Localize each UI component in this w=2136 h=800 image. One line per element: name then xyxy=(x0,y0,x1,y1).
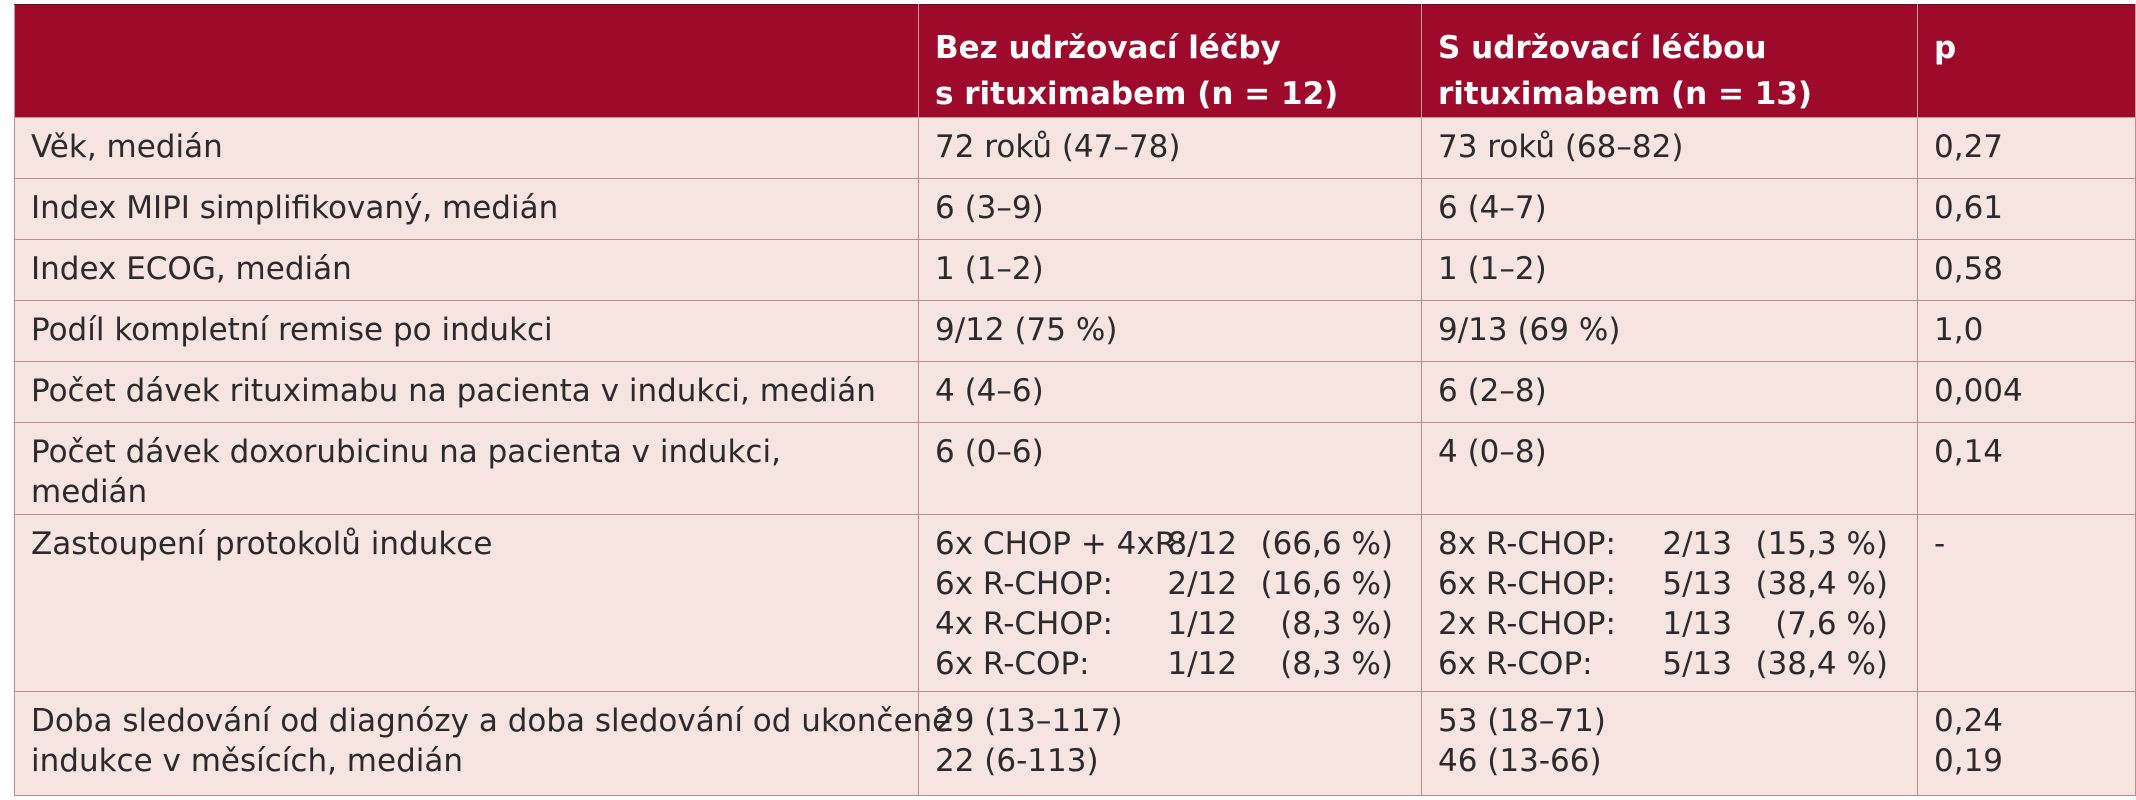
protocol-name: 6x R-CHOP: xyxy=(935,566,1113,602)
protocol-count: 2/13 xyxy=(1662,526,1732,562)
protocol-percent: (66,6 %) xyxy=(1260,526,1393,562)
p-value: 0,004 xyxy=(1917,361,2136,424)
table-row: Počet dávek doxorubicinu na pacienta v i… xyxy=(14,422,2136,515)
protocol-percent: (8,3 %) xyxy=(1280,606,1393,642)
row-label-line: indukce v měsících, medián xyxy=(31,743,464,780)
p-value: 0,27 xyxy=(1917,116,2136,180)
header-cell-parameter xyxy=(14,4,919,118)
protocol-line: 2x R-CHOP: 1/13 (7,6 %) xyxy=(1438,604,1901,644)
protocol-name: 6x R-COP: xyxy=(1438,646,1593,682)
protocol-line: 6x CHOP + 4xR: 8/12 (66,6 %) xyxy=(935,524,1405,564)
p-value: 1,0 xyxy=(1917,300,2136,363)
table-header-row: Bez udržovací léčby s rituximabem (n = 1… xyxy=(14,4,2136,118)
value-line: 53 (18–71) xyxy=(1438,703,1606,740)
protocol-name: 2x R-CHOP: xyxy=(1438,606,1616,642)
table-row: Index ECOG, medián 1 (1–2) 1 (1–2) 0,58 xyxy=(14,239,2136,302)
protocol-percent: (16,6 %) xyxy=(1260,566,1393,602)
protocol-line: 6x R-COP: 1/12 (8,3 %) xyxy=(935,644,1405,684)
protocol-count: 5/13 xyxy=(1662,566,1732,602)
protocol-percent: (38,4 %) xyxy=(1755,566,1888,602)
value-with-maintenance: 6 (4–7) xyxy=(1421,178,1918,241)
protocol-line: 6x R-CHOP: 2/12 (16,6 %) xyxy=(935,564,1405,604)
row-label: Zastoupení protokolů indukce xyxy=(14,513,919,693)
p-value: - xyxy=(1917,513,2136,693)
protocol-percent: (8,3 %) xyxy=(1280,646,1393,682)
row-label: Doba sledování od diagnózy a doba sledov… xyxy=(14,691,952,796)
value-with-maintenance: 6 (2–8) xyxy=(1421,361,1918,424)
row-label: Počet dávek doxorubicinu na pacienta v i… xyxy=(14,422,919,515)
protocol-name: 4x R-CHOP: xyxy=(935,606,1113,642)
value-without-maintenance: 9/12 (75 %) xyxy=(918,300,1422,363)
value-without-maintenance: 72 roků (47–78) xyxy=(918,116,1422,180)
protocol-count: 1/12 xyxy=(1167,606,1237,642)
protocol-count: 1/12 xyxy=(1167,646,1237,682)
value-with-maintenance: 53 (18–71) 46 (13-66) xyxy=(1421,691,1918,796)
table-row: Podíl kompletní remise po indukci 9/12 (… xyxy=(14,300,2136,363)
p-value: 0,58 xyxy=(1917,239,2136,302)
protocol-count: 2/12 xyxy=(1167,566,1237,602)
row-label: Věk, medián xyxy=(14,116,919,180)
protocol-line: 6x R-CHOP: 5/13 (38,4 %) xyxy=(1438,564,1901,604)
protocols-without-maintenance: 6x CHOP + 4xR: 8/12 (66,6 %) 6x R-CHOP: 2/1… xyxy=(918,513,1422,693)
value-without-maintenance: 4 (4–6) xyxy=(918,361,1422,424)
protocol-count: 8/12 xyxy=(1167,526,1237,562)
value-line: 0,24 xyxy=(1934,703,2004,740)
table-row: Počet dávek rituximabu na pacienta v ind… xyxy=(14,361,2136,424)
p-value: 0,61 xyxy=(1917,178,2136,241)
row-label: Index ECOG, medián xyxy=(14,239,919,302)
value-with-maintenance: 4 (0–8) xyxy=(1421,422,1918,515)
row-label: Index MIPI simplifikovaný, medián xyxy=(14,178,919,241)
table-row: Index MIPI simplifikovaný, medián 6 (3–9… xyxy=(14,178,2136,241)
table-row: Věk, medián 72 roků (47–78) 73 roků (68–… xyxy=(14,116,2136,180)
protocol-name: 8x R-CHOP: xyxy=(1438,526,1616,562)
value-line: 22 (6-113) xyxy=(935,743,1099,780)
row-label: Počet dávek rituximabu na pacienta v ind… xyxy=(14,361,919,424)
header-text: rituximabem (n = 13) xyxy=(1438,76,1813,112)
table-row-protocols: Zastoupení protokolů indukce 6x CHOP + 4… xyxy=(14,513,2136,693)
protocols-with-maintenance: 8x R-CHOP: 2/13 (15,3 %) 6x R-CHOP: 5/13 (38… xyxy=(1421,513,1918,693)
protocol-percent: (7,6 %) xyxy=(1775,606,1888,642)
row-label: Podíl kompletní remise po indukci xyxy=(14,300,919,363)
header-text: S udržovací léčbou xyxy=(1438,30,1767,66)
value-line: 46 (13-66) xyxy=(1438,743,1602,780)
header-text: Bez udržovací léčby xyxy=(935,30,1281,66)
header-cell-with-maintenance: S udržovací léčbou rituximabem (n = 13) xyxy=(1421,4,1918,118)
header-cell-without-maintenance: Bez udržovací léčby s rituximabem (n = 1… xyxy=(918,4,1422,118)
value-without-maintenance: 1 (1–2) xyxy=(918,239,1422,302)
protocol-line: 6x R-COP: 5/13 (38,4 %) xyxy=(1438,644,1901,684)
protocol-line: 8x R-CHOP: 2/13 (15,3 %) xyxy=(1438,524,1901,564)
value-without-maintenance: 6 (0–6) xyxy=(918,422,1422,515)
protocol-percent: (15,3 %) xyxy=(1755,526,1888,562)
value-with-maintenance: 9/13 (69 %) xyxy=(1421,300,1918,363)
comparison-table: Bez udržovací léčby s rituximabem (n = 1… xyxy=(14,4,2136,796)
header-text: s rituximabem (n = 12) xyxy=(935,76,1339,112)
header-cell-p-value: p xyxy=(1917,4,2136,118)
p-value: 0,24 0,19 xyxy=(1917,691,2136,796)
value-without-maintenance: 6 (3–9) xyxy=(918,178,1422,241)
protocol-line: 4x R-CHOP: 1/12 (8,3 %) xyxy=(935,604,1405,644)
protocol-name: 6x CHOP + 4xR: xyxy=(935,526,1186,562)
protocol-name: 6x R-COP: xyxy=(935,646,1090,682)
protocol-count: 1/13 xyxy=(1662,606,1732,642)
row-label-line: Doba sledování od diagnózy a doba sledov… xyxy=(31,703,952,740)
protocol-name: 6x R-CHOP: xyxy=(1438,566,1616,602)
p-value: 0,14 xyxy=(1917,422,2136,515)
protocol-percent: (38,4 %) xyxy=(1755,646,1888,682)
value-line: 0,19 xyxy=(1934,743,2004,780)
value-with-maintenance: 73 roků (68–82) xyxy=(1421,116,1918,180)
value-without-maintenance: 29 (13–117) 22 (6-113) xyxy=(918,691,1422,796)
protocol-count: 5/13 xyxy=(1662,646,1732,682)
table-row-followup: Doba sledování od diagnózy a doba sledov… xyxy=(14,691,2136,796)
value-with-maintenance: 1 (1–2) xyxy=(1421,239,1918,302)
value-line: 29 (13–117) xyxy=(935,703,1123,740)
